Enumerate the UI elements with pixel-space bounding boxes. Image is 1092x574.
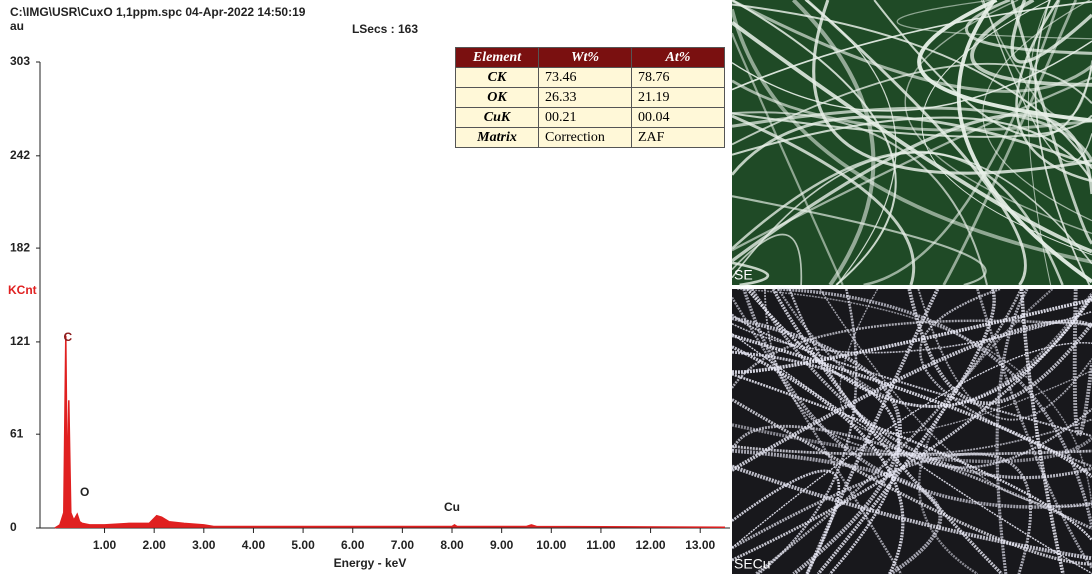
table-cell: Wt% — [539, 48, 632, 68]
y-tick-label: 61 — [10, 426, 24, 440]
peak-label: Cu — [444, 500, 460, 514]
y-tick-label: 0 — [10, 520, 17, 534]
table-row: CuK00.2100.04 — [456, 108, 725, 128]
x-tick-label: 6.00 — [341, 538, 365, 552]
table-cell: Matrix — [456, 128, 539, 148]
y-tick-label: 182 — [10, 240, 30, 254]
table-cell: 73.46 — [539, 68, 632, 88]
micrograph-label: SECu — [734, 556, 771, 572]
file-title: C:\IMG\USR\CuxO 1,1ppm.spc 04-Apr-2022 1… — [10, 5, 306, 19]
x-tick-label: 3.00 — [192, 538, 216, 552]
table-cell: Element — [456, 48, 539, 68]
live-seconds: LSecs : 163 — [352, 22, 418, 36]
micrograph-label: SE — [734, 267, 753, 283]
table-cell: Correction — [539, 128, 632, 148]
x-tick-label: 2.00 — [142, 538, 166, 552]
spectrum — [55, 336, 725, 528]
table-cell: 21.19 — [632, 88, 725, 108]
x-tick-label: 4.00 — [242, 538, 266, 552]
table-cell: CK — [456, 68, 539, 88]
x-tick-label: 5.00 — [291, 538, 315, 552]
x-tick-label: 9.00 — [490, 538, 514, 552]
x-tick-label: 12.00 — [636, 538, 666, 552]
y-tick-label: 121 — [10, 334, 30, 348]
x-tick-label: 8.00 — [440, 538, 464, 552]
x-tick-label: 1.00 — [93, 538, 117, 552]
y-tick-label: 303 — [10, 54, 30, 68]
x-tick-label: 7.00 — [391, 538, 415, 552]
peak-label: O — [80, 485, 89, 499]
x-tick-label: 13.00 — [685, 538, 715, 552]
x-tick-label: 11.00 — [586, 538, 616, 552]
table-cell: 00.21 — [539, 108, 632, 128]
table-cell: At% — [632, 48, 725, 68]
peak-label: C — [63, 330, 72, 344]
unit-label: au — [10, 19, 24, 33]
table-cell: 00.04 — [632, 108, 725, 128]
x-axis-label: Energy - keV — [334, 556, 407, 570]
table-cell: ZAF — [632, 128, 725, 148]
y-axis-label: KCnt — [8, 283, 37, 297]
table-row: MatrixCorrectionZAF — [456, 128, 725, 148]
table-cell: 78.76 — [632, 68, 725, 88]
table-cell: OK — [456, 88, 539, 108]
table-cell: 26.33 — [539, 88, 632, 108]
x-tick-label: 10.00 — [536, 538, 566, 552]
y-tick-label: 242 — [10, 148, 30, 162]
table-cell: CuK — [456, 108, 539, 128]
